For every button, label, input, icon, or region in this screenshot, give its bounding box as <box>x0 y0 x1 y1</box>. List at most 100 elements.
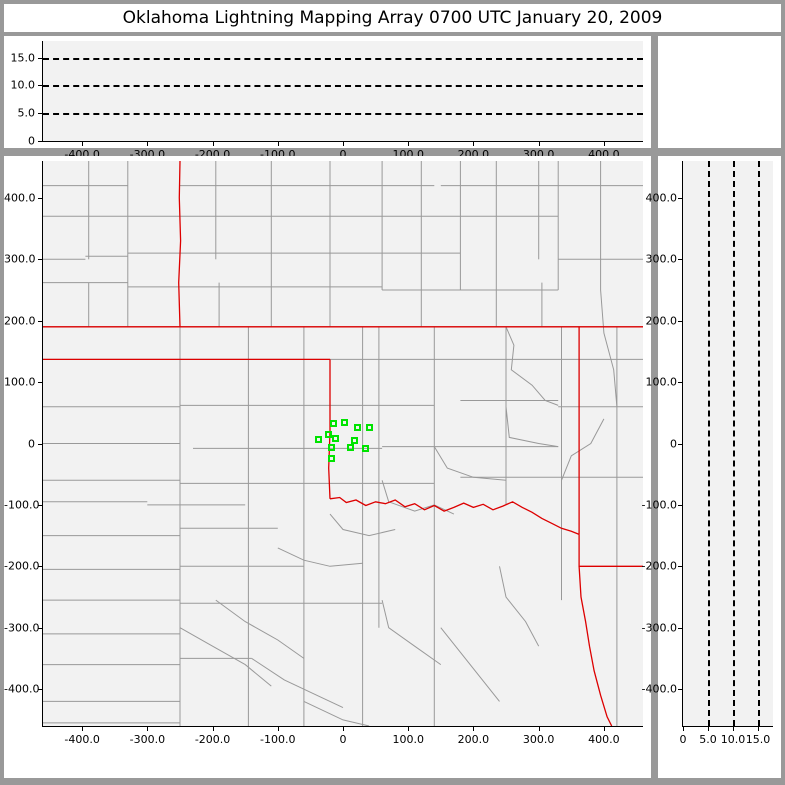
x-tick-label-0: 0 <box>339 733 347 746</box>
y-tick-400.0 <box>38 197 43 199</box>
x-tick-10.0 <box>733 726 734 731</box>
county-detail-6 <box>179 627 272 687</box>
source-marker-7 <box>351 436 359 444</box>
x-axis-line <box>42 141 643 142</box>
x-tick--200.0 <box>212 726 214 731</box>
y-tick--100.0 <box>678 504 683 506</box>
page-title: Oklahoma Lightning Mapping Array 0700 UT… <box>122 8 663 28</box>
y-tick-label--200.0: -200.0 <box>641 559 677 573</box>
source-marker-2 <box>353 424 361 432</box>
x-tick-label-0: 0 <box>679 733 687 746</box>
top-panel-plot-area[interactable] <box>43 41 643 141</box>
y-tick-100.0 <box>38 382 43 384</box>
x-tick--100.0 <box>277 726 279 731</box>
source-marker-5 <box>315 436 323 444</box>
y-tick-200.0 <box>678 320 683 322</box>
x-tick--400.0 <box>82 726 84 731</box>
source-marker-8 <box>327 443 335 451</box>
y-tick-label-300.0: 300.0 <box>4 252 36 266</box>
y-tick-label-400.0: 400.0 <box>645 191 678 205</box>
y-tick-0 <box>38 443 43 445</box>
altitude-histogram-panel[interactable] <box>658 36 781 148</box>
x-axis-line <box>682 726 773 727</box>
county-detail-13 <box>561 418 605 481</box>
x-tick--300.0 <box>147 141 149 146</box>
state-border-red-river <box>329 496 580 536</box>
county-detail-11 <box>440 627 500 702</box>
y-tick-label--100.0: -100.0 <box>641 498 677 512</box>
y-tick-label--300.0: -300.0 <box>641 621 677 635</box>
x-tick-0 <box>343 726 344 731</box>
x-tick--100.0 <box>277 141 279 146</box>
source-marker-10 <box>361 444 369 452</box>
y-tick-100.0 <box>678 382 683 384</box>
y-tick--200.0 <box>678 566 683 568</box>
x-tick--200.0 <box>212 141 214 146</box>
y-tick-10.0 <box>38 85 43 87</box>
y-tick-label-10.0: 10.0 <box>10 78 36 92</box>
altitude-vs-east-west-panel[interactable]: 0 5.0 10.0 15.0 -400.0 -300.0 -200.0 -100.0 0 100… <box>4 36 651 161</box>
county-detail-5 <box>277 547 363 567</box>
x-tick-200.0 <box>473 726 475 731</box>
x-tick-label-15.0: 15.0 <box>745 733 771 746</box>
gridline-y-15.0 <box>43 57 643 60</box>
x-tick-label--400.0: -400.0 <box>64 733 100 746</box>
x-tick--400.0 <box>82 141 84 146</box>
y-tick-label-100.0: 100.0 <box>645 375 678 389</box>
y-tick-5.0 <box>38 113 43 115</box>
county-detail-10 <box>381 599 442 666</box>
y-tick--300.0 <box>38 627 43 629</box>
county-detail-9 <box>303 700 370 726</box>
x-tick-300.0 <box>538 726 540 731</box>
y-tick-200.0 <box>38 320 43 322</box>
x-tick-label--100.0: -100.0 <box>260 733 296 746</box>
county-detail-3 <box>381 480 455 515</box>
county-detail-7 <box>215 599 305 659</box>
gridline-y-5.0 <box>43 113 643 116</box>
y-tick-label--400.0: -400.0 <box>641 682 677 696</box>
x-tick-200.0 <box>473 141 475 146</box>
y-tick-0 <box>678 443 683 445</box>
source-marker-11 <box>328 454 336 462</box>
y-tick--300.0 <box>678 627 683 629</box>
plan-view-map-panel[interactable]: -400.0 -300.0 -200.0 -100.0 0 100.0 200.0 300.0… <box>4 156 651 778</box>
map-plot-area[interactable] <box>43 161 643 726</box>
x-tick-label--300.0: -300.0 <box>129 733 166 746</box>
source-marker-6 <box>332 435 340 443</box>
source-marker-1 <box>341 418 349 426</box>
state-border-west-panhandle <box>178 161 182 327</box>
x-tick-label-10.0: 10.0 <box>720 733 746 746</box>
y-tick-label-300.0: 300.0 <box>645 252 678 266</box>
gridline-y-10.0 <box>43 85 643 88</box>
y-tick-label--300.0: -300.0 <box>4 621 40 635</box>
y-tick-300.0 <box>38 259 43 261</box>
y-tick-label-5.0: 5.0 <box>17 106 36 120</box>
y-tick--100.0 <box>38 504 43 506</box>
county-detail-1 <box>505 406 559 448</box>
x-tick-400.0 <box>603 726 605 731</box>
x-tick-label-5.0: 5.0 <box>699 733 717 746</box>
x-tick-label-300.0: 300.0 <box>522 733 555 746</box>
gridline-x-5.0 <box>708 161 710 726</box>
y-axis-line <box>42 41 43 141</box>
county-detail-2 <box>433 446 507 481</box>
source-marker-9 <box>347 444 355 452</box>
x-tick-0 <box>343 141 344 146</box>
right-panel-plot-area[interactable] <box>683 161 773 726</box>
x-tick-label-100.0: 100.0 <box>392 733 424 746</box>
source-marker-4 <box>325 431 333 439</box>
y-tick-label--400.0: -400.0 <box>4 682 40 696</box>
altitude-vs-north-south-panel[interactable]: -400.0 -300.0 -200.0 -100.0 0 100.0 200.0 300.0… <box>642 156 781 778</box>
y-tick--400.0 <box>678 689 683 691</box>
gridline-x-15.0 <box>758 161 760 726</box>
y-tick-label-200.0: 200.0 <box>645 314 678 328</box>
title-bar: Oklahoma Lightning Mapping Array 0700 UT… <box>4 4 781 32</box>
y-tick-label-100.0: 100.0 <box>4 375 36 389</box>
y-tick-label-15.0: 15.0 <box>10 51 36 65</box>
y-tick-label--200.0: -200.0 <box>4 559 40 573</box>
state-border-texas-panhandle-east <box>328 359 331 499</box>
y-tick-label-0: 0 <box>670 437 677 450</box>
y-tick--400.0 <box>38 689 43 691</box>
y-tick-0 <box>38 141 43 142</box>
